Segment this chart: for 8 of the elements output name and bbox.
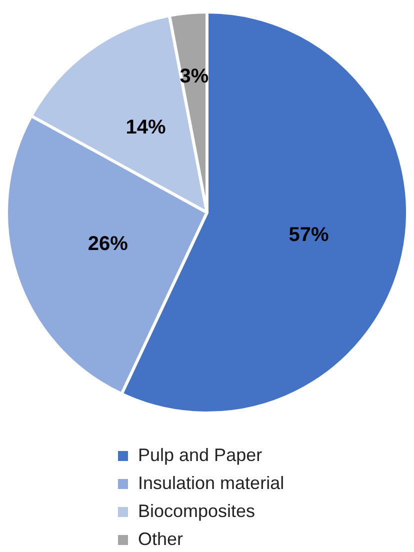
legend-label: Biocomposites — [138, 500, 256, 521]
data-label: 14% — [126, 116, 166, 139]
data-label: 57% — [288, 224, 329, 246]
data-label: 3% — [180, 65, 209, 88]
data-label: 26% — [88, 233, 128, 256]
legend-label: Other — [138, 528, 184, 549]
legend-label: Insulation material — [138, 472, 284, 493]
legend-label: Pulp and Paper — [138, 444, 262, 465]
